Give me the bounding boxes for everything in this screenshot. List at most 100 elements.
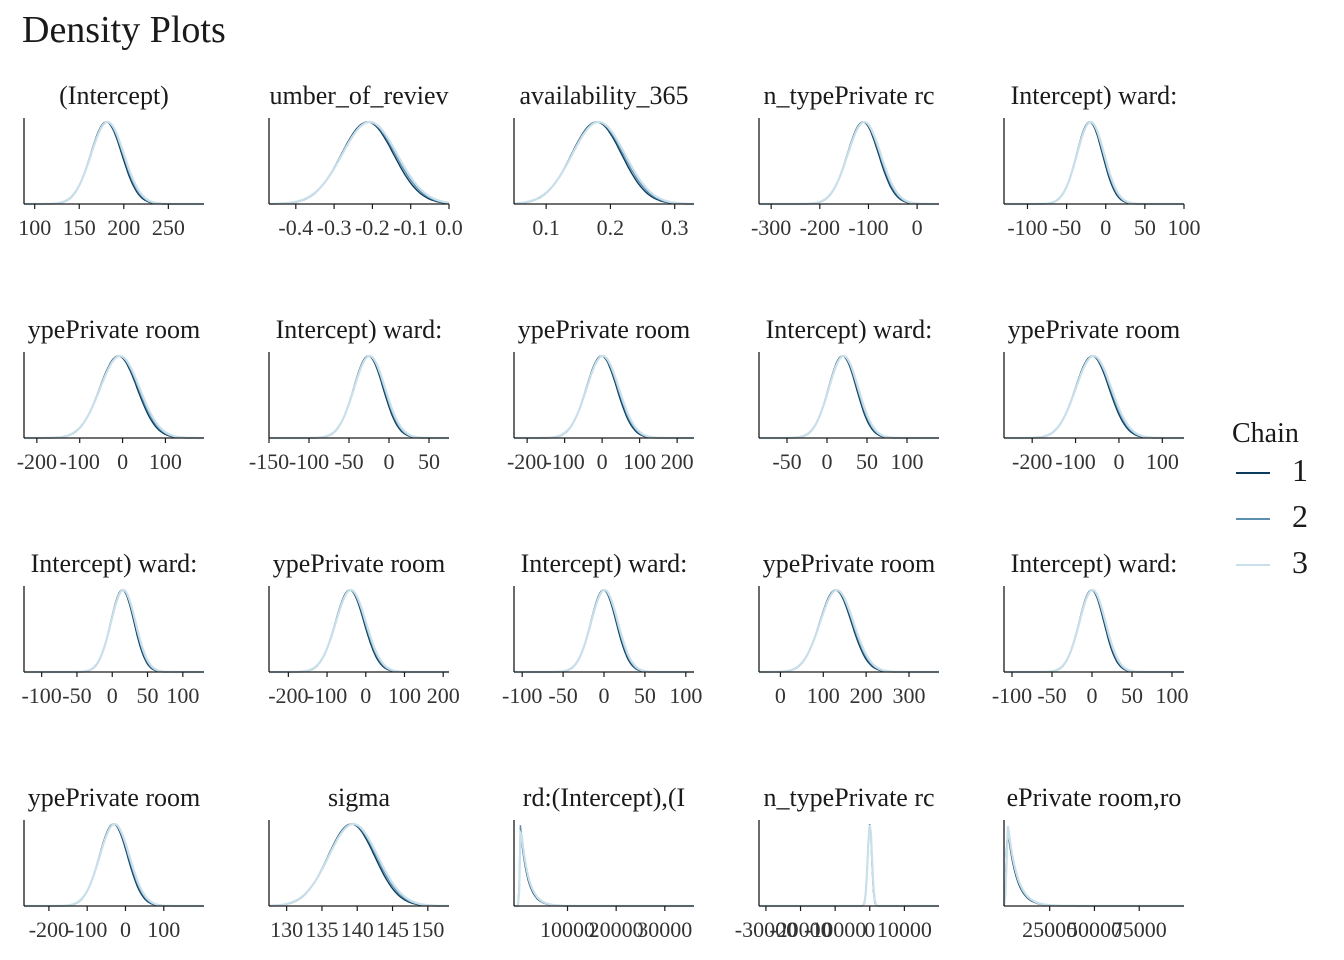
x-tick-label: 135 (305, 917, 338, 942)
density-curve-chain-3 (759, 824, 939, 908)
x-tick-label: 0.1 (532, 215, 560, 240)
x-tick-label: -200 (268, 683, 308, 708)
x-tick-label: -100 (67, 917, 107, 942)
density-curve-chain-1 (24, 355, 204, 439)
x-tick-label: 0 (1100, 215, 1111, 240)
density-curve-chain-1 (514, 355, 694, 439)
density-curve-chain-3 (759, 589, 939, 674)
panel-title: n_typePrivate rc (763, 81, 934, 110)
x-tick-label: 100 (1156, 683, 1189, 708)
x-tick-label: -100 (1055, 449, 1095, 474)
density-curve-chain-2 (1004, 589, 1184, 673)
panel-title: Intercept) ward: (1011, 81, 1178, 110)
density-curve-chain-3 (514, 589, 694, 674)
density-panel-1: (Intercept) 100 150 200 250 (18, 81, 204, 240)
density-curve-chain-2 (1003, 826, 1184, 907)
density-curve-chain-3 (514, 828, 694, 908)
x-tick-label: -0.3 (317, 215, 352, 240)
density-curve-chain-3 (513, 120, 694, 205)
x-tick-label: -100 (289, 449, 329, 474)
density-curve-chain-2 (759, 824, 939, 907)
legend-title: Chain (1232, 418, 1299, 449)
density-curve-chain-1 (759, 824, 939, 907)
x-tick-label: -50 (772, 449, 801, 474)
density-curve-chain-1 (1004, 589, 1184, 673)
x-tick-label: 100 (669, 683, 702, 708)
x-tick-label: 145 (376, 917, 409, 942)
x-tick-label: 0 (599, 683, 610, 708)
panel-title: ypePrivate room (518, 315, 691, 344)
legend-label-2: 2 (1292, 498, 1308, 534)
density-curve-chain-3 (514, 354, 694, 440)
density-curve-chain-1 (514, 828, 694, 907)
x-tick-label: 0.0 (435, 215, 463, 240)
x-tick-label: -50 (548, 683, 577, 708)
panel-title: rd:(Intercept),(I (523, 783, 685, 812)
density-curve-chain-1 (759, 355, 939, 439)
panel-title: n_typePrivate rc (763, 783, 934, 812)
x-tick-label: 50 (1134, 215, 1156, 240)
x-tick-label: 0 (360, 683, 371, 708)
panel-title: ypePrivate room (28, 783, 201, 812)
x-tick-label: 0 (384, 449, 395, 474)
density-curve-chain-2 (24, 355, 204, 439)
x-tick-label: 50 (1121, 683, 1143, 708)
density-curve-chain-2 (514, 825, 694, 907)
x-tick-label: 150 (411, 917, 444, 942)
density-panel-13: Intercept) ward: -100 -50 0 50 100 (502, 549, 702, 708)
density-curve-chain-3 (1004, 354, 1184, 440)
density-panel-10: ypePrivate room -200 -100 0 100 (1003, 315, 1184, 474)
x-tick-label: -50 (1037, 683, 1066, 708)
x-tick-label: 100 (623, 449, 656, 474)
x-tick-label: 0 (597, 449, 608, 474)
legend-swatch-2 (1236, 518, 1270, 520)
density-curve-chain-1 (269, 823, 449, 907)
density-curve-chain-3 (269, 120, 450, 205)
x-tick-label: 0 (864, 917, 875, 942)
panel-title: sigma (328, 783, 391, 812)
x-tick-label: 10000 (877, 917, 932, 942)
density-curve-chain-2 (514, 589, 694, 673)
chain-legend: Chain 1 2 3 (1222, 418, 1332, 588)
x-tick-label: 200 (427, 683, 460, 708)
x-tick-label: 140 (341, 917, 374, 942)
density-panel-11: Intercept) ward: -100 -50 0 50 100 (21, 549, 204, 708)
x-tick-label: 100 (807, 683, 840, 708)
x-tick-label: 50 (137, 683, 159, 708)
density-panel-14: ypePrivate room 0 100 200 300 (758, 549, 939, 708)
density-curve-chain-2 (1004, 355, 1184, 439)
x-tick-label: -50 (334, 449, 363, 474)
x-tick-label: -20000 (769, 917, 831, 942)
x-tick-label: -200 (507, 449, 547, 474)
legend-swatch-3 (1236, 564, 1270, 566)
legend-label-3: 3 (1292, 544, 1308, 580)
density-curve-chain-3 (759, 120, 939, 206)
x-tick-label: -30000 (735, 917, 797, 942)
x-tick-label: -100 (848, 215, 888, 240)
density-curve-chain-1 (24, 589, 204, 673)
density-curve-chain-2 (269, 355, 449, 439)
density-curve-chain-1 (1003, 829, 1184, 907)
density-curve-chain-3 (759, 354, 939, 440)
density-curve-chain-2 (759, 355, 939, 439)
page-title: Density Plots (22, 9, 226, 51)
legend-swatch-1 (1236, 472, 1270, 474)
x-tick-label: -100 (21, 683, 61, 708)
x-tick-label: -10000 (804, 917, 866, 942)
density-curve-chain-1 (759, 589, 939, 673)
x-tick-label: -0.1 (393, 215, 428, 240)
x-tick-label: -0.2 (355, 215, 390, 240)
density-curve-chain-3 (269, 354, 449, 440)
x-tick-label: -200 (29, 917, 69, 942)
legend-item-2: 2 (1222, 496, 1332, 542)
legend-item-1: 1 (1222, 450, 1332, 496)
x-tick-label: -50 (62, 683, 91, 708)
x-tick-label: 75000 (1112, 917, 1167, 942)
density-curve-chain-1 (24, 121, 204, 205)
density-curve-chain-2 (24, 121, 204, 205)
x-tick-label: 200 (850, 683, 883, 708)
